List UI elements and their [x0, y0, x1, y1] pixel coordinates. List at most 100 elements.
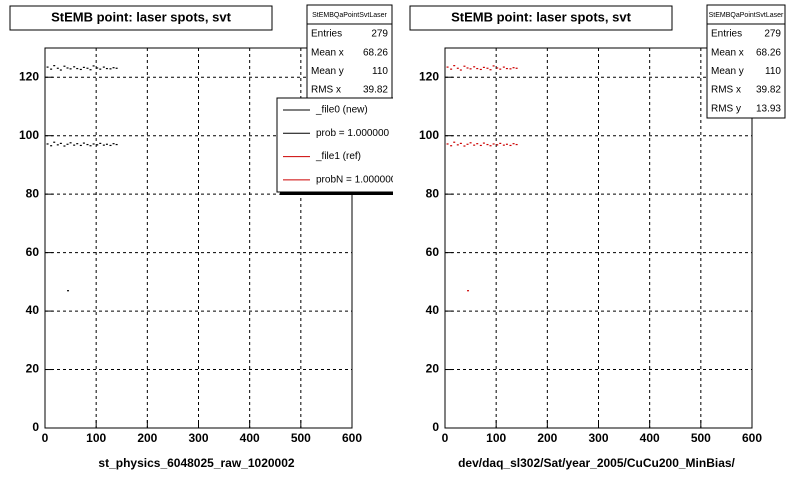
point — [473, 144, 476, 146]
point — [502, 66, 505, 68]
legend-label: _file1 (ref) — [315, 151, 361, 162]
point — [59, 69, 62, 71]
point — [512, 67, 515, 69]
legend-label: prob = 1.000000 — [316, 128, 390, 139]
point — [456, 144, 459, 146]
stats-value: 68.26 — [756, 47, 781, 58]
point — [53, 65, 56, 67]
point — [476, 67, 479, 70]
stats-label: RMS y — [711, 103, 741, 114]
panel: 0 20 40 60 80 100 120 0 100 200 300 400 500 600 dev/da… — [409, 4, 786, 470]
point — [466, 67, 469, 69]
point — [515, 143, 518, 146]
point — [446, 66, 449, 68]
point — [96, 144, 99, 146]
point — [482, 142, 485, 144]
point — [499, 142, 502, 144]
point — [46, 143, 49, 145]
point — [102, 144, 105, 146]
point — [489, 145, 492, 147]
stats-value: 279 — [371, 29, 388, 40]
point — [499, 68, 502, 70]
point — [463, 65, 466, 67]
point — [73, 66, 76, 68]
x-tick-label: 400 — [240, 431, 260, 445]
point — [489, 69, 492, 71]
x-tick-label: 500 — [691, 431, 711, 445]
x-tick-label: 600 — [342, 431, 362, 445]
point — [89, 145, 92, 147]
y-tick-label: 120 — [19, 69, 39, 83]
x-tick-label: 200 — [537, 431, 557, 445]
point — [59, 142, 62, 144]
point — [63, 145, 66, 147]
point — [486, 143, 489, 146]
x-tick-label: 600 — [742, 431, 762, 445]
point — [450, 145, 453, 147]
point — [115, 67, 118, 69]
stats-label: Mean x — [311, 47, 344, 58]
x-tick-label: 500 — [291, 431, 311, 445]
x-axis-title: st_physics_6048025_raw_1020002 — [98, 456, 294, 470]
point — [112, 143, 115, 145]
y-tick-label: 100 — [19, 128, 39, 142]
point — [453, 65, 456, 67]
point — [92, 65, 95, 67]
x-tick-label: 300 — [588, 431, 608, 445]
x-tick-label: 100 — [86, 431, 106, 445]
stats-title: StEMBQaPointSvtLaser — [709, 12, 784, 19]
point — [56, 144, 59, 146]
x-tick-label: 300 — [188, 431, 208, 445]
point — [459, 69, 462, 71]
point — [53, 141, 56, 143]
point — [459, 142, 462, 144]
point — [515, 67, 518, 69]
y-tick-label: 80 — [26, 186, 40, 200]
point — [56, 67, 59, 69]
x-tick-label: 100 — [486, 431, 506, 445]
point — [109, 144, 112, 147]
chart-title: StEMB point: laser spots, svt — [51, 9, 232, 24]
point — [486, 67, 489, 69]
point — [479, 68, 482, 71]
stats-value: 110 — [372, 66, 388, 77]
point — [99, 68, 102, 70]
point — [450, 68, 453, 70]
point — [105, 143, 108, 145]
point — [66, 143, 69, 145]
stats-label: RMS x — [311, 85, 341, 96]
stats-value: 13.93 — [756, 103, 781, 114]
point — [502, 144, 505, 146]
point — [67, 290, 70, 292]
point — [46, 66, 49, 68]
point — [82, 142, 85, 144]
stats-value: 39.82 — [756, 85, 781, 96]
y-tick-label: 40 — [26, 303, 40, 317]
point — [509, 68, 512, 70]
x-axis-title: dev/daq_sl302/Sat/year_2005/CuCu200_MinB… — [458, 456, 735, 470]
panel: 0 20 40 60 80 100 120 0 100 200 300 400 500 600 st_phy… — [9, 4, 397, 470]
point — [79, 68, 82, 71]
y-tick-label: 20 — [426, 362, 440, 376]
stats-value: 68.26 — [363, 47, 388, 58]
point — [105, 67, 108, 70]
point — [79, 144, 82, 147]
point — [466, 143, 469, 145]
point — [69, 68, 72, 70]
point — [76, 143, 79, 145]
x-tick-label: 200 — [137, 431, 157, 445]
stats-title: StEMBQaPointSvtLaser — [312, 12, 387, 19]
point — [446, 143, 449, 145]
point — [467, 290, 470, 292]
point — [496, 144, 499, 146]
point — [102, 66, 105, 68]
stats-value: 110 — [765, 66, 781, 77]
y-tick-label: 40 — [426, 303, 440, 317]
point — [89, 69, 92, 71]
point — [476, 143, 479, 145]
point — [479, 144, 482, 147]
x-tick-label: 0 — [442, 431, 449, 445]
legend-label: probN = 1.000000 — [316, 175, 397, 186]
y-tick-label: 60 — [426, 245, 440, 259]
point — [512, 143, 515, 145]
